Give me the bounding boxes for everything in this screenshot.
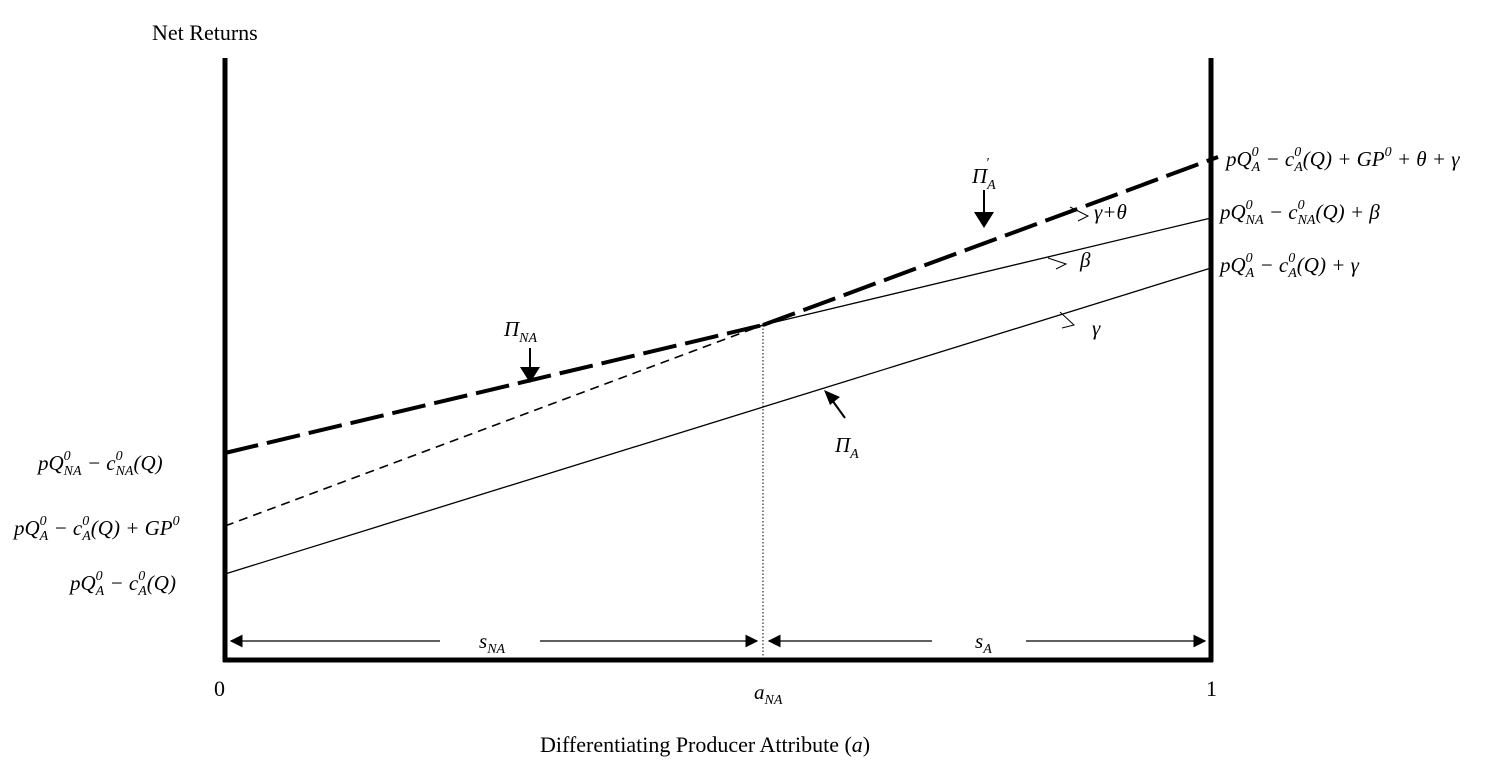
- gamma-theta-wedge: [1069, 206, 1090, 222]
- pi-na-label: ΠNA: [503, 317, 538, 346]
- left-label-pq-a: pQ0 A − c0 A(Q): [68, 569, 176, 599]
- gamma-theta-label: γ+θ: [1094, 200, 1127, 224]
- pi-a-label: ΠA: [834, 433, 859, 462]
- right-label-mid: pQ0 NA − c0 NA(Q) + β: [1218, 198, 1380, 228]
- right-label-top: pQ0 A − c0 A(Q) + GP0 + θ + γ: [1224, 145, 1460, 175]
- pi-na-extension-line: [762, 217, 1212, 326]
- pi-a-prime-label: ΠA′: [971, 156, 996, 193]
- gamma-wedge: [1059, 311, 1076, 329]
- gp-dashed-line: [224, 324, 764, 527]
- pi-na-bold-dashed-line: [224, 323, 764, 455]
- beta-label: β: [1079, 248, 1091, 272]
- y-axis-label: Net Returns: [152, 20, 258, 45]
- pi-a-prime-bold-dashed-line: [762, 155, 1219, 327]
- pi-a-pointer-head: [824, 390, 840, 405]
- s-a-label: sA: [975, 629, 992, 657]
- gamma-label: γ: [1092, 316, 1101, 340]
- left-label-pq-na: pQ0 NA − c0 NA(Q): [36, 449, 163, 479]
- right-label-low: pQ0 A − c0 A(Q) + γ: [1218, 251, 1360, 281]
- left-label-pq-a-gp: pQ0 A − c0 A(Q) + GP0: [12, 514, 180, 544]
- x-axis-label: Differentiating Producer Attribute (a): [540, 732, 870, 757]
- s-na-label: sNA: [479, 629, 506, 657]
- x-tick-zero: 0: [214, 676, 225, 701]
- x-tick-a-na: aNA: [754, 680, 783, 708]
- pi-na-pointer-head: [520, 367, 540, 383]
- pi-a-prime-pointer-head: [974, 212, 994, 228]
- pi-a-line: [224, 267, 1212, 575]
- x-tick-one: 1: [1206, 676, 1217, 701]
- beta-wedge: [1047, 257, 1068, 270]
- pi-a-pointer-stem: [831, 399, 846, 419]
